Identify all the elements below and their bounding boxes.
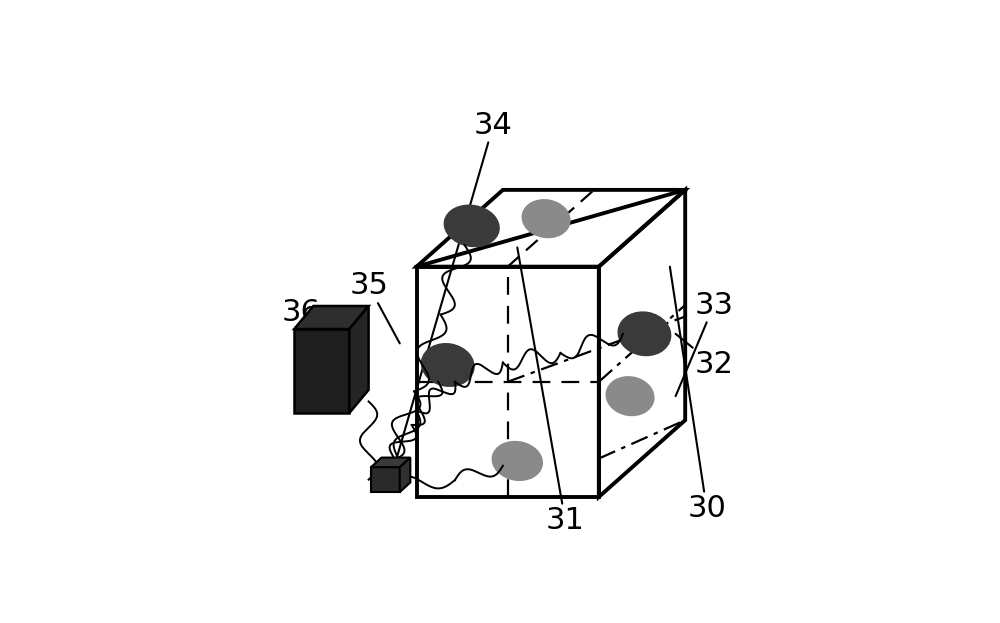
Polygon shape bbox=[349, 306, 369, 413]
Ellipse shape bbox=[606, 377, 654, 416]
Polygon shape bbox=[400, 457, 410, 492]
Ellipse shape bbox=[421, 344, 474, 386]
Text: 33: 33 bbox=[676, 290, 733, 396]
Ellipse shape bbox=[618, 312, 671, 356]
Polygon shape bbox=[294, 329, 349, 413]
Ellipse shape bbox=[492, 442, 542, 480]
Text: 34: 34 bbox=[387, 111, 513, 492]
Polygon shape bbox=[294, 306, 369, 329]
Text: 35: 35 bbox=[349, 272, 400, 343]
Text: 32: 32 bbox=[676, 334, 733, 379]
Polygon shape bbox=[371, 467, 400, 492]
Polygon shape bbox=[371, 457, 410, 467]
Text: 30: 30 bbox=[670, 267, 726, 523]
Text: 31: 31 bbox=[517, 247, 585, 535]
Text: 36: 36 bbox=[282, 298, 321, 372]
Ellipse shape bbox=[444, 205, 499, 247]
Ellipse shape bbox=[522, 200, 570, 237]
